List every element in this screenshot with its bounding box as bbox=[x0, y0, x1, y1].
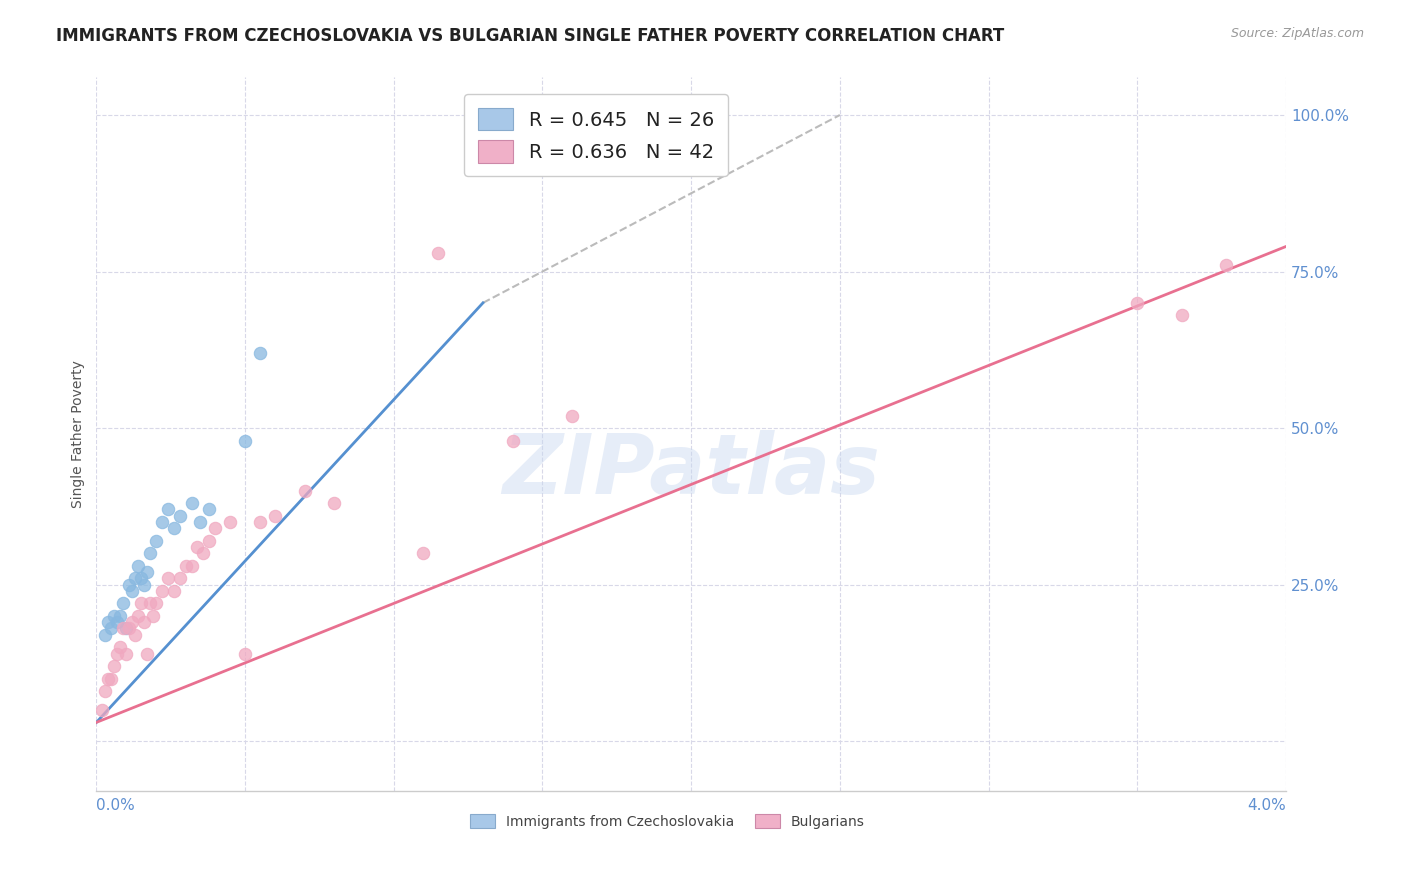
Point bbox=[139, 546, 162, 560]
Point bbox=[323, 496, 346, 510]
Point bbox=[1215, 258, 1237, 272]
Point bbox=[219, 515, 242, 529]
Point bbox=[118, 577, 141, 591]
Point bbox=[103, 659, 125, 673]
Point bbox=[1171, 309, 1194, 323]
Point bbox=[156, 571, 179, 585]
Point bbox=[204, 521, 226, 535]
Point bbox=[150, 515, 173, 529]
Point bbox=[193, 546, 215, 560]
Point bbox=[105, 647, 128, 661]
Point bbox=[112, 622, 135, 636]
Text: 4.0%: 4.0% bbox=[1247, 797, 1286, 813]
Point bbox=[94, 684, 117, 698]
Point bbox=[249, 346, 271, 360]
Point bbox=[427, 245, 450, 260]
Point bbox=[169, 571, 191, 585]
Point bbox=[129, 596, 152, 610]
Point bbox=[121, 583, 143, 598]
Point bbox=[263, 508, 285, 523]
Point bbox=[156, 502, 179, 516]
Point bbox=[124, 571, 146, 585]
Point bbox=[135, 647, 157, 661]
Point bbox=[94, 628, 117, 642]
Point bbox=[142, 609, 165, 624]
Point bbox=[174, 558, 197, 573]
Point bbox=[121, 615, 143, 630]
Point bbox=[169, 508, 191, 523]
Point bbox=[233, 434, 256, 448]
Point bbox=[100, 672, 122, 686]
Point bbox=[97, 672, 120, 686]
Point bbox=[115, 622, 138, 636]
Point bbox=[294, 483, 316, 498]
Text: 0.0%: 0.0% bbox=[97, 797, 135, 813]
Point bbox=[190, 515, 212, 529]
Point bbox=[139, 596, 162, 610]
Point bbox=[135, 565, 157, 579]
Point bbox=[412, 546, 434, 560]
Y-axis label: Single Father Poverty: Single Father Poverty bbox=[72, 360, 86, 508]
Point bbox=[118, 622, 141, 636]
Point bbox=[132, 577, 155, 591]
Point bbox=[112, 596, 135, 610]
Point bbox=[127, 558, 149, 573]
Point bbox=[127, 609, 149, 624]
Text: ZIPatlas: ZIPatlas bbox=[502, 430, 880, 510]
Point bbox=[502, 434, 524, 448]
Point bbox=[108, 640, 131, 655]
Text: IMMIGRANTS FROM CZECHOSLOVAKIA VS BULGARIAN SINGLE FATHER POVERTY CORRELATION CH: IMMIGRANTS FROM CZECHOSLOVAKIA VS BULGAR… bbox=[56, 27, 1004, 45]
Point bbox=[561, 409, 583, 423]
Point bbox=[108, 609, 131, 624]
Point bbox=[105, 615, 128, 630]
Point bbox=[186, 540, 208, 554]
Point bbox=[129, 571, 152, 585]
Point bbox=[198, 502, 221, 516]
Point bbox=[163, 521, 186, 535]
Point bbox=[124, 628, 146, 642]
Point bbox=[100, 622, 122, 636]
Point bbox=[103, 609, 125, 624]
Point bbox=[97, 615, 120, 630]
Point bbox=[145, 596, 167, 610]
Point bbox=[163, 583, 186, 598]
Point bbox=[1126, 296, 1149, 310]
Point bbox=[180, 558, 202, 573]
Point bbox=[198, 533, 221, 548]
Point bbox=[150, 583, 173, 598]
Text: Source: ZipAtlas.com: Source: ZipAtlas.com bbox=[1230, 27, 1364, 40]
Point bbox=[145, 533, 167, 548]
Point bbox=[115, 647, 138, 661]
Legend: Immigrants from Czechoslovakia, Bulgarians: Immigrants from Czechoslovakia, Bulgaria… bbox=[464, 808, 870, 834]
Point bbox=[249, 515, 271, 529]
Point bbox=[132, 615, 155, 630]
Point bbox=[233, 647, 256, 661]
Point bbox=[180, 496, 202, 510]
Point bbox=[91, 703, 114, 717]
